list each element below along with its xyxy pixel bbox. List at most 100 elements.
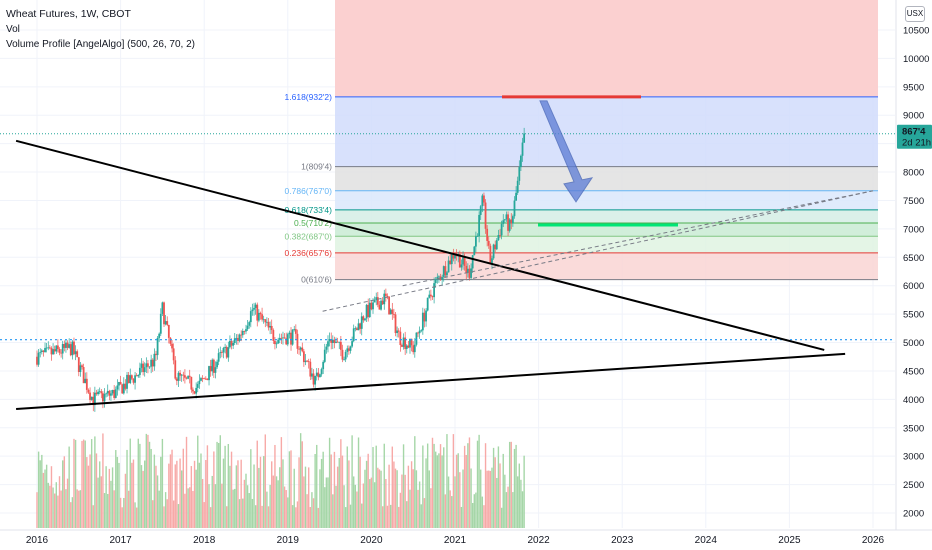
candle-body bbox=[286, 334, 289, 345]
volume-bar bbox=[86, 457, 88, 528]
volume-bar bbox=[193, 460, 196, 528]
volume-bar bbox=[172, 500, 175, 528]
y-tick-label: 9500 bbox=[903, 82, 924, 93]
candle-body bbox=[296, 333, 299, 349]
candle-body bbox=[79, 365, 82, 373]
x-tick-label: 2016 bbox=[26, 535, 49, 546]
volume-bar bbox=[404, 474, 406, 528]
volume-bar bbox=[71, 497, 74, 528]
volume-bar bbox=[235, 465, 238, 528]
candle-body bbox=[227, 347, 230, 358]
volume-bar bbox=[285, 490, 287, 528]
candle-body bbox=[58, 349, 61, 353]
candle-body bbox=[421, 312, 424, 331]
chart-legend: Wheat Futures, 1W, CBOT Vol Volume Profi… bbox=[6, 7, 195, 52]
volume-bar bbox=[79, 490, 82, 528]
volume-profile-label[interactable]: Volume Profile [AngelAlgo] (500, 26, 70,… bbox=[6, 39, 196, 50]
volume-bar bbox=[431, 437, 434, 528]
drawings[interactable] bbox=[0, 95, 895, 411]
candle-body bbox=[166, 321, 169, 325]
volume-bar bbox=[62, 460, 64, 528]
candle-body bbox=[66, 342, 69, 348]
volume-bar bbox=[84, 440, 86, 528]
volume-bar bbox=[470, 468, 472, 528]
candle-body bbox=[452, 254, 455, 259]
candle-body bbox=[121, 384, 124, 394]
fibonacci-retracement[interactable]: 1.618(932'2) 1(809'4) 0.786(767'0) 0.618(73… bbox=[285, 0, 878, 285]
candle-body bbox=[338, 341, 341, 343]
price-candles bbox=[36, 127, 526, 412]
currency-button[interactable]: USX bbox=[905, 6, 925, 22]
volume-bar bbox=[139, 443, 141, 528]
candle-body bbox=[511, 216, 514, 224]
volume-bar bbox=[301, 441, 303, 528]
volume-bar bbox=[367, 453, 369, 528]
volume-bar bbox=[291, 505, 294, 528]
volume-bar bbox=[402, 444, 405, 528]
volume-bar bbox=[488, 470, 490, 528]
volume-bar bbox=[476, 440, 479, 528]
candle-body bbox=[68, 344, 71, 348]
volume-bar bbox=[462, 469, 464, 528]
x-tick-label: 2020 bbox=[360, 535, 383, 546]
candle-body bbox=[82, 367, 85, 384]
volume-bar bbox=[68, 446, 70, 528]
volume-bar bbox=[232, 489, 234, 528]
candle-body bbox=[290, 332, 292, 345]
candle-body bbox=[48, 347, 51, 349]
volume-bar bbox=[435, 451, 437, 528]
candle-body bbox=[441, 277, 444, 280]
candle-body bbox=[428, 294, 431, 298]
volume-indicator-label[interactable]: Vol bbox=[6, 24, 20, 35]
volume-bar bbox=[36, 492, 38, 528]
candle-body bbox=[288, 332, 291, 335]
volume-bar bbox=[438, 453, 440, 528]
volume-bar bbox=[288, 451, 291, 528]
volume-bar bbox=[465, 454, 467, 528]
candle-body bbox=[449, 260, 452, 265]
candle-body bbox=[349, 346, 352, 351]
candle-body bbox=[155, 353, 157, 356]
candle-body bbox=[111, 389, 114, 394]
candle-body bbox=[307, 361, 310, 362]
candle-body bbox=[483, 195, 485, 203]
volume-bar bbox=[49, 485, 51, 528]
candle-body bbox=[346, 348, 349, 352]
volume-bar bbox=[161, 438, 164, 528]
candle-body bbox=[294, 329, 297, 334]
candle-body bbox=[253, 307, 255, 310]
fib-zone bbox=[335, 190, 878, 210]
volume-bar bbox=[348, 460, 350, 528]
candle-body bbox=[468, 268, 471, 278]
candle-body bbox=[426, 297, 429, 311]
y-tick-label: 6500 bbox=[903, 253, 924, 264]
volume-bar bbox=[238, 499, 241, 528]
volume-bar bbox=[290, 450, 292, 528]
candle-body bbox=[330, 339, 333, 343]
time-axis[interactable]: 2016 2017 2018 2019 2020 2021 2022 2023 2024 2025… bbox=[0, 529, 932, 546]
candle-body bbox=[479, 206, 482, 215]
volume-bar bbox=[124, 473, 127, 528]
y-tick-label: 8000 bbox=[903, 168, 924, 179]
volume-bar bbox=[256, 440, 258, 528]
candle-body bbox=[298, 348, 300, 350]
volume-bar bbox=[303, 476, 305, 528]
candle-body bbox=[315, 372, 318, 376]
volume-bar bbox=[240, 459, 242, 528]
volume-bar bbox=[455, 454, 458, 528]
candle-body bbox=[407, 345, 410, 348]
price-axis[interactable]: 1050010000950090008500800075007000650060… bbox=[895, 0, 932, 530]
candle-body bbox=[195, 387, 198, 394]
volume-bar bbox=[140, 465, 143, 528]
volume-bar bbox=[309, 507, 312, 528]
symbol-title[interactable]: Wheat Futures, 1W, CBOT bbox=[6, 8, 131, 20]
volume-bar bbox=[317, 507, 320, 528]
volume-bar bbox=[266, 491, 268, 528]
volume-bar bbox=[195, 469, 197, 528]
volume-bar bbox=[394, 468, 397, 528]
volume-bar bbox=[375, 445, 377, 528]
x-tick-label: 2019 bbox=[277, 535, 300, 546]
volume-bar bbox=[446, 434, 448, 528]
candle-body bbox=[37, 352, 40, 365]
